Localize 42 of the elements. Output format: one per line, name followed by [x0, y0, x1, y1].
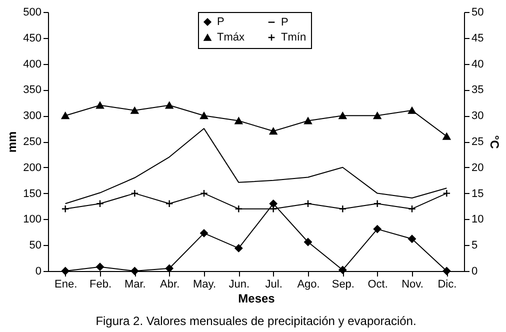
y2-tick-label: 50 — [472, 6, 484, 18]
legend-label: P — [281, 16, 288, 28]
x-tick-label: Ago. — [297, 278, 320, 290]
y2-tick-label: 40 — [472, 58, 484, 70]
y2-tick-label: 15 — [472, 188, 484, 200]
y-tick-label: 450 — [23, 32, 42, 44]
y2-axis-title: °C — [488, 135, 502, 150]
x-tick-label: Nov. — [402, 278, 424, 290]
legend-label: P — [217, 16, 224, 28]
x-tick-label: Jun. — [228, 278, 250, 290]
y-tick-label: 300 — [23, 110, 42, 122]
x-tick-label: Oct. — [368, 278, 388, 290]
y2-tick-label: 45 — [472, 32, 484, 44]
y-tick-label: 50 — [29, 240, 42, 252]
x-tick-label: Jul. — [265, 278, 282, 290]
x-tick-label: Mar. — [124, 278, 146, 290]
y2-tick-label: 0 — [472, 266, 478, 278]
y2-tick-label: 5 — [472, 240, 478, 252]
legend-label: Tmáx — [217, 32, 245, 44]
y2-tick-label: 25 — [472, 136, 484, 148]
x-tick-label: Sep. — [332, 278, 354, 290]
y-tick-label: 350 — [23, 84, 42, 96]
x-axis-title: Meses — [238, 292, 276, 306]
text: Figura 2. Valores mensuales de precipitación y evaporación. — [96, 314, 416, 328]
x-tick-label: Abr. — [160, 278, 180, 290]
y-axis-title: mm — [5, 131, 20, 153]
x-tick-label: Feb. — [89, 278, 112, 290]
y2-tick-label: 20 — [472, 162, 484, 174]
y-tick-label: 200 — [23, 162, 42, 174]
x-tick-label: Dic. — [438, 278, 457, 290]
legend-label: Tmín — [281, 32, 306, 44]
y-tick-label: 250 — [23, 136, 42, 148]
y-tick-label: 500 — [23, 6, 42, 18]
y2-tick-label: 10 — [472, 214, 484, 226]
y2-tick-label: 30 — [472, 110, 484, 122]
x-tick-label: Ene. — [54, 278, 78, 290]
y-tick-label: 100 — [23, 214, 42, 226]
y-tick-label: 0 — [35, 266, 42, 278]
y-tick-label: 150 — [23, 188, 42, 200]
y-tick-label: 400 — [23, 58, 42, 70]
y2-tick-label: 35 — [472, 84, 484, 96]
x-tick-label: May. — [192, 278, 216, 290]
